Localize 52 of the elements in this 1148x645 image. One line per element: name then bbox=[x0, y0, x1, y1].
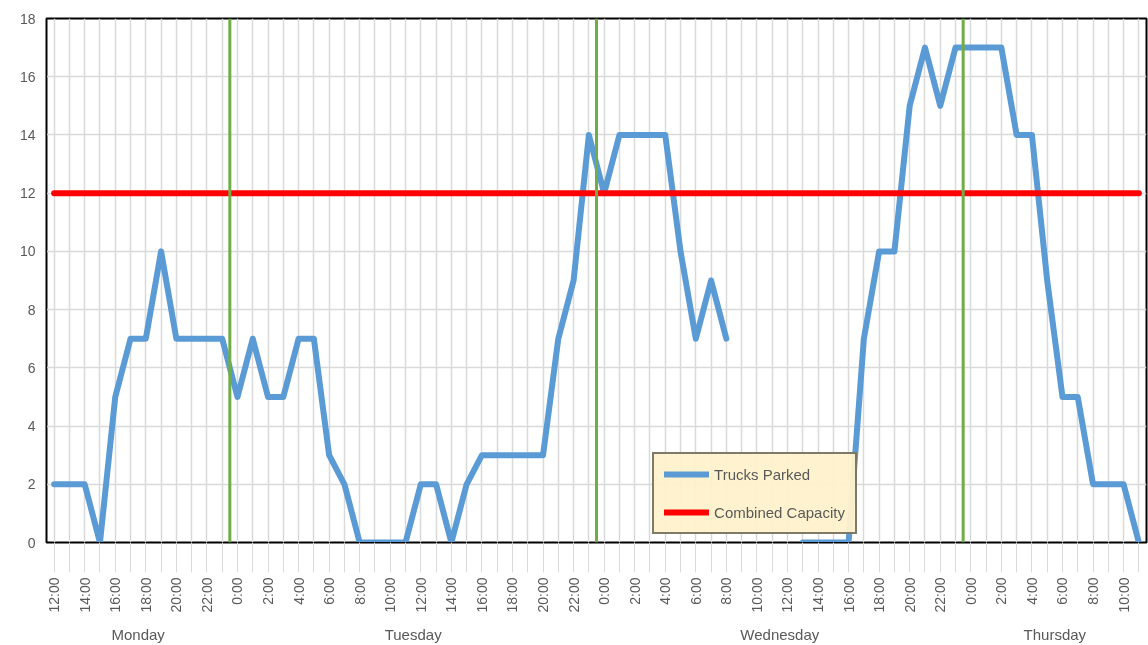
y-tick-label: 16 bbox=[19, 68, 36, 85]
x-tick-label: 18:00 bbox=[504, 577, 521, 613]
x-tick-label: 6:00 bbox=[1054, 577, 1071, 605]
y-tick-label: 14 bbox=[19, 126, 36, 143]
x-tick-label: 18:00 bbox=[871, 577, 888, 613]
x-tick-label: 8:00 bbox=[1085, 577, 1102, 605]
x-tick-label: 2:00 bbox=[260, 577, 277, 605]
x-tick-label: 0:00 bbox=[229, 577, 246, 605]
x-tick-label: 4:00 bbox=[657, 577, 674, 605]
y-tick-label: 10 bbox=[19, 243, 36, 260]
x-tick-label: 8:00 bbox=[718, 577, 735, 605]
y-tick-label: 0 bbox=[27, 534, 36, 551]
legend-label: Trucks Parked bbox=[714, 465, 811, 483]
text: Wednesday bbox=[740, 625, 820, 643]
text: Thursday bbox=[1023, 625, 1087, 643]
x-tick-label: 20:00 bbox=[901, 577, 918, 613]
x-tick-label: 4:00 bbox=[290, 577, 307, 605]
x-tick-label: 22:00 bbox=[565, 577, 582, 613]
x-tick-label: 22:00 bbox=[198, 577, 215, 613]
x-tick-label: 14:00 bbox=[76, 577, 93, 613]
x-tick-label: 0:00 bbox=[962, 577, 979, 605]
x-tick-label: 16:00 bbox=[840, 577, 857, 613]
x-tick-label: 18:00 bbox=[137, 577, 154, 613]
x-tick-label: 2:00 bbox=[626, 577, 643, 605]
x-tick-label: 4:00 bbox=[1023, 577, 1040, 605]
x-tick-label: 6:00 bbox=[687, 577, 704, 605]
x-tick-label: 20:00 bbox=[168, 577, 185, 613]
y-tick-label: 8 bbox=[27, 301, 36, 318]
x-tick-label: 12:00 bbox=[412, 577, 429, 613]
x-tick-label: 22:00 bbox=[932, 577, 949, 613]
x-tick-label: 2:00 bbox=[993, 577, 1010, 605]
x-tick-label: 10:00 bbox=[748, 577, 765, 613]
legend-label: Combined Capacity bbox=[714, 503, 845, 521]
x-tick-label: 0:00 bbox=[596, 577, 613, 605]
y-tick-label: 18 bbox=[19, 10, 36, 27]
text: Tuesday bbox=[384, 625, 443, 643]
x-tick-label: 16:00 bbox=[473, 577, 490, 613]
x-tick-label: 14:00 bbox=[810, 577, 827, 613]
y-tick-label: 12 bbox=[19, 185, 36, 202]
x-tick-label: 10:00 bbox=[1115, 577, 1132, 613]
x-tick-label: 20:00 bbox=[535, 577, 552, 613]
x-tick-label: 14:00 bbox=[443, 577, 460, 613]
x-tick-label: 10:00 bbox=[382, 577, 399, 613]
y-tick-label: 6 bbox=[27, 359, 36, 376]
x-tick-label: 12:00 bbox=[779, 577, 796, 613]
y-tick-label: 2 bbox=[27, 476, 36, 493]
y-tick-label: 4 bbox=[27, 418, 36, 435]
text: Monday bbox=[111, 625, 166, 643]
x-tick-label: 12:00 bbox=[46, 577, 63, 613]
x-tick-label: 8:00 bbox=[351, 577, 368, 605]
x-tick-label: 16:00 bbox=[107, 577, 124, 613]
x-tick-label: 6:00 bbox=[321, 577, 338, 605]
